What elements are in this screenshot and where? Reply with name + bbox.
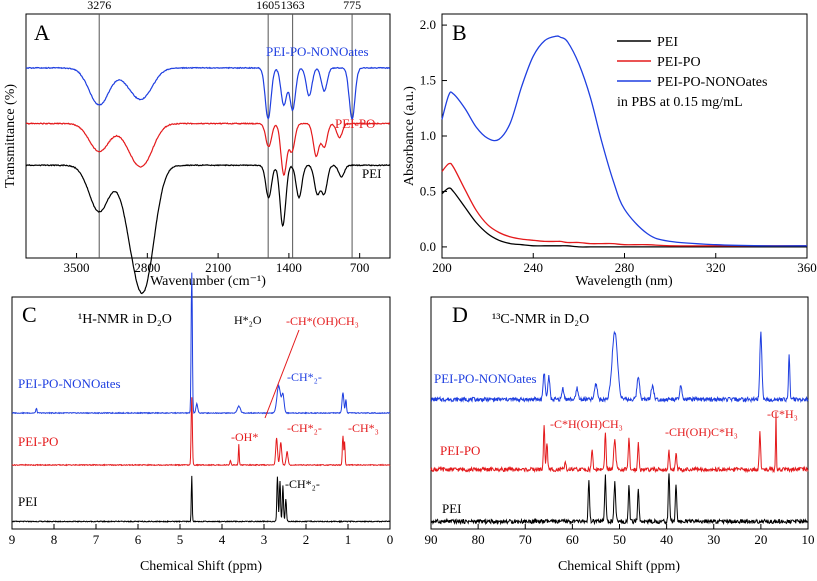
legend-label-pei-po: PEI-PO (335, 116, 375, 131)
panel-d-frame (430, 296, 809, 530)
panel-a-letter: A (34, 20, 50, 45)
y-tick-label-1.0: 1.0 (420, 128, 436, 143)
panel-b-x-axis-label: Wavelength (nm) (575, 274, 673, 289)
ir-line-pei-po (25, 122, 391, 177)
panel-a-y-axis-label: Transmittance (%) (3, 84, 18, 188)
x-tick-label-3500: 3500 (64, 260, 90, 275)
panel-b-frame (441, 13, 808, 259)
marker-label-3276: 3276 (87, 0, 111, 12)
annot-choh: -C*H(OH)CH₃ (550, 417, 623, 431)
panel-d-title: ¹³C-NMR in D₂O (492, 312, 589, 327)
x-tick-label-2: 2 (303, 532, 310, 547)
marker-label-1605: 1605 (256, 0, 280, 12)
x-tick-label-6: 6 (135, 532, 142, 547)
annot-ch2-bottom: -CH*₂- (285, 477, 320, 491)
annot-choh: -CH*(OH)CH₃ (286, 314, 359, 328)
uv-line-pei-po-nonoates (441, 35, 808, 247)
marker-label-1363: 1363 (281, 0, 305, 12)
x-tick-label-30: 30 (707, 532, 720, 547)
legend-label-pei-po-nonoates: PEI-PO-NONOates (266, 44, 369, 59)
x-tick-label-40: 40 (660, 532, 673, 547)
panel-b-legend: PEI PEI-PO PEI-PO-NONOates in PBS at 0.1… (617, 35, 767, 110)
y-tick-label-1.5: 1.5 (420, 73, 436, 88)
panel-c: C ¹H-NMR in D₂O 9 8 7 6 5 4 3 2 1 0 PEI-PO-NONOat… (9, 272, 394, 574)
ir-line-pei-po-nonoates (25, 66, 391, 120)
panel-a-x-axis-label: Wavenumber (cm⁻¹) (150, 274, 266, 289)
annot-h2o: H*₂O (234, 313, 262, 327)
y-tick-label-2.0: 2.0 (420, 17, 436, 32)
x-tick-label-2100: 2100 (205, 260, 231, 275)
annot-ch3: -CH*₃ (348, 421, 379, 435)
x-tick-label-70: 70 (519, 532, 532, 547)
x-tick-label-240: 240 (524, 260, 544, 275)
x-tick-label-90: 90 (425, 532, 438, 547)
annot-choh-pointer (264, 329, 300, 419)
uv-line-pei-po (441, 162, 807, 247)
x-tick-label-3: 3 (261, 532, 268, 547)
x-tick-label-9: 9 (9, 532, 16, 547)
annot-ch3b: -C*H₃ (767, 407, 798, 421)
x-tick-label-2800: 2800 (134, 260, 160, 275)
x-tick-label-50: 50 (613, 532, 626, 547)
annot-ch2-mid: -CH*₂- (287, 421, 322, 435)
marker-label-775: 775 (343, 0, 361, 12)
x-tick-label-200: 200 (432, 260, 452, 275)
x-tick-label-1400: 1400 (276, 260, 302, 275)
nmr-label-pei-po: PEI-PO (18, 434, 58, 449)
panel-b-annotation: in PBS at 0.15 mg/mL (617, 95, 743, 110)
nmr-line-pei-po (11, 397, 391, 467)
x-tick-label-10: 10 (802, 532, 815, 547)
x-tick-label-8: 8 (51, 532, 58, 547)
panel-d: D ¹³C-NMR in D₂O 90 80 70 60 50 40 30 20 10 PEI-… (425, 296, 815, 574)
panel-c-title: ¹H-NMR in D₂O (78, 312, 172, 327)
panel-c-x-axis-label: Chemical Shift (ppm) (140, 559, 262, 574)
legend-label-pei: PEI (362, 166, 382, 181)
panel-d-x-axis-label: Chemical Shift (ppm) (558, 559, 680, 574)
nmr-label-pei: PEI (18, 494, 38, 509)
nmr-label-pei-po-nonoates: PEI-PO-NONOates (18, 376, 121, 391)
x-tick-label-700: 700 (350, 260, 370, 275)
y-tick-label-0.0: 0.0 (420, 239, 436, 254)
annot-ch3a: -CH(OH)C*H₃ (665, 425, 738, 439)
legend-label-pei-po: PEI-PO (657, 55, 701, 70)
x-tick-label-360: 360 (797, 260, 817, 275)
panel-c-letter: C (22, 302, 37, 327)
nmr-line-pei-po-nonoates (11, 272, 391, 415)
legend-label-pei: PEI (657, 35, 678, 50)
x-tick-label-7: 7 (93, 532, 100, 547)
nmr-label-pei-po: PEI-PO (440, 443, 480, 458)
panel-d-letter: D (452, 302, 468, 327)
nmr-line-pei (430, 473, 809, 526)
x-tick-label-5: 5 (177, 532, 184, 547)
uv-line-pei (441, 187, 807, 248)
legend-label-pei-po-nonoates: PEI-PO-NONOates (657, 75, 767, 90)
y-tick-label-0.5: 0.5 (420, 183, 436, 198)
x-tick-label-0: 0 (387, 532, 394, 547)
panel-a-frame (25, 13, 391, 259)
nmr-line-pei-po-nonoates (431, 330, 809, 404)
x-tick-label-60: 60 (566, 532, 579, 547)
panel-b-y-axis-label: Absorbance (a.u.) (402, 86, 417, 186)
ir-line-pei (25, 163, 390, 295)
nmr-label-pei-po-nonoates: PEI-PO-NONOates (434, 371, 537, 386)
nmr-line-pei-po (430, 411, 809, 474)
panel-a: A 3276 1605 1363 775 3500 2800 2100 1400 700 PE… (3, 0, 391, 295)
nmr-label-pei: PEI (442, 501, 462, 516)
nmr-line-pei (11, 475, 391, 523)
annot-oh: -OH* (231, 430, 258, 444)
panel-b-letter: B (452, 20, 467, 45)
x-tick-label-4: 4 (219, 532, 226, 547)
x-tick-label-320: 320 (706, 260, 726, 275)
panel-b: B 200 240 280 320 360 0.0 0.5 1.0 1.5 2.0 PEI PEI… (402, 13, 817, 289)
x-tick-label-280: 280 (615, 260, 635, 275)
annot-ch2-top: -CH*₂- (287, 370, 322, 384)
x-tick-label-20: 20 (754, 532, 767, 547)
x-tick-label-1: 1 (345, 532, 352, 547)
x-tick-label-80: 80 (472, 532, 485, 547)
